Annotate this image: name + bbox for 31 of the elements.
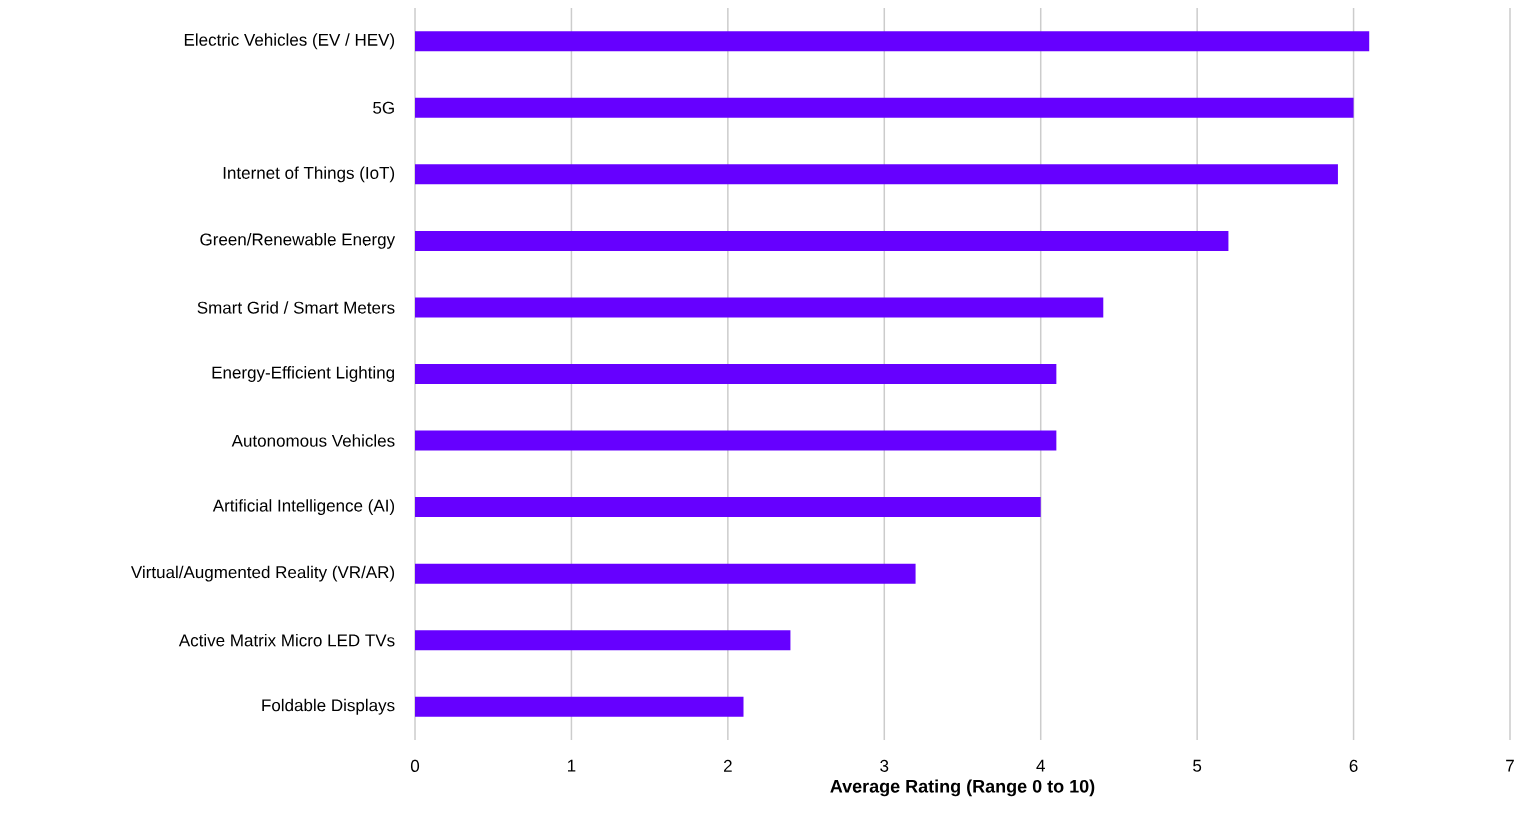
y-tick-label: Active Matrix Micro LED TVs bbox=[178, 633, 395, 647]
bar bbox=[415, 497, 1041, 518]
y-tick-label: Autonomous Vehicles bbox=[231, 434, 395, 447]
y-tick-label: Artificial Intelligence (AI) bbox=[212, 499, 395, 516]
bar bbox=[415, 696, 744, 717]
bar bbox=[415, 97, 1354, 118]
y-tick-label: Smart Grid / Smart Meters bbox=[197, 301, 395, 314]
y-tick-label: 5G bbox=[373, 101, 394, 114]
bar bbox=[415, 563, 916, 584]
bar bbox=[415, 430, 1057, 451]
y-tick-label: Electric Vehicles (EV / HEV) bbox=[184, 33, 395, 50]
x-tick-label: 1 bbox=[568, 759, 576, 772]
bar bbox=[415, 31, 1370, 52]
x-tick-label: 0 bbox=[410, 759, 420, 772]
bar bbox=[415, 297, 1104, 318]
x-tick-label: 3 bbox=[880, 759, 889, 772]
y-tick-label: Energy-Efficient Lighting bbox=[212, 366, 394, 382]
x-tick-label: 4 bbox=[1036, 759, 1045, 772]
x-tick-label: 2 bbox=[723, 759, 732, 772]
bar bbox=[415, 364, 1057, 384]
y-tick-label: Internet of Things (IoT) bbox=[223, 166, 395, 183]
bar bbox=[415, 630, 791, 651]
x-tick-label: 6 bbox=[1349, 759, 1358, 772]
y-tick-label: Green/Renewable Energy bbox=[200, 232, 396, 249]
x-tick-label: 7 bbox=[1506, 759, 1514, 772]
y-tick-label: Virtual/Augmented Reality (VR/AR) bbox=[130, 565, 395, 582]
bar bbox=[415, 230, 1229, 251]
bar bbox=[415, 164, 1338, 185]
y-tick-label: Foldable Displays bbox=[262, 698, 395, 715]
x-tick-label: 5 bbox=[1193, 759, 1202, 772]
x-axis-title: Average Rating (Range 0 to 10) bbox=[830, 779, 1095, 797]
